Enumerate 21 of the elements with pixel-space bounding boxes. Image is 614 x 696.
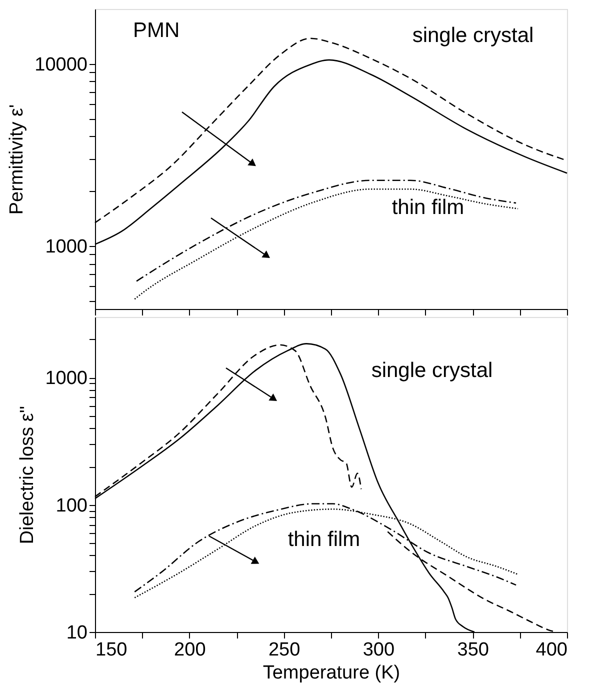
line-series [136, 180, 517, 282]
x-axis-title: Temperature (K) [262, 662, 400, 684]
x-tick-label: 400 [536, 640, 568, 660]
y-tick-label: 1000 [45, 368, 88, 390]
y-tick-label: 1000 [45, 236, 88, 258]
annotation: single crystal [371, 359, 493, 382]
y-tick-label: 100 [56, 495, 88, 516]
y-tick-label: 10 [66, 622, 88, 644]
annotation: single crystal [412, 24, 534, 47]
y-tick-label: 10000 [34, 54, 88, 76]
y-axis-title: Permittivity ε' [6, 104, 28, 215]
annotation: PMN [133, 19, 180, 42]
annotation: thin film [392, 196, 464, 219]
x-tick-label: 150 [96, 640, 128, 660]
line-series [134, 188, 519, 300]
x-tick-label: 350 [457, 640, 489, 660]
annotation: thin film [288, 528, 360, 551]
y-axis-title: Dielectric loss ε'' [17, 406, 38, 544]
x-tick-label: 250 [268, 640, 300, 660]
x-tick-label: 200 [174, 640, 206, 660]
x-tick-label: 300 [362, 640, 395, 660]
